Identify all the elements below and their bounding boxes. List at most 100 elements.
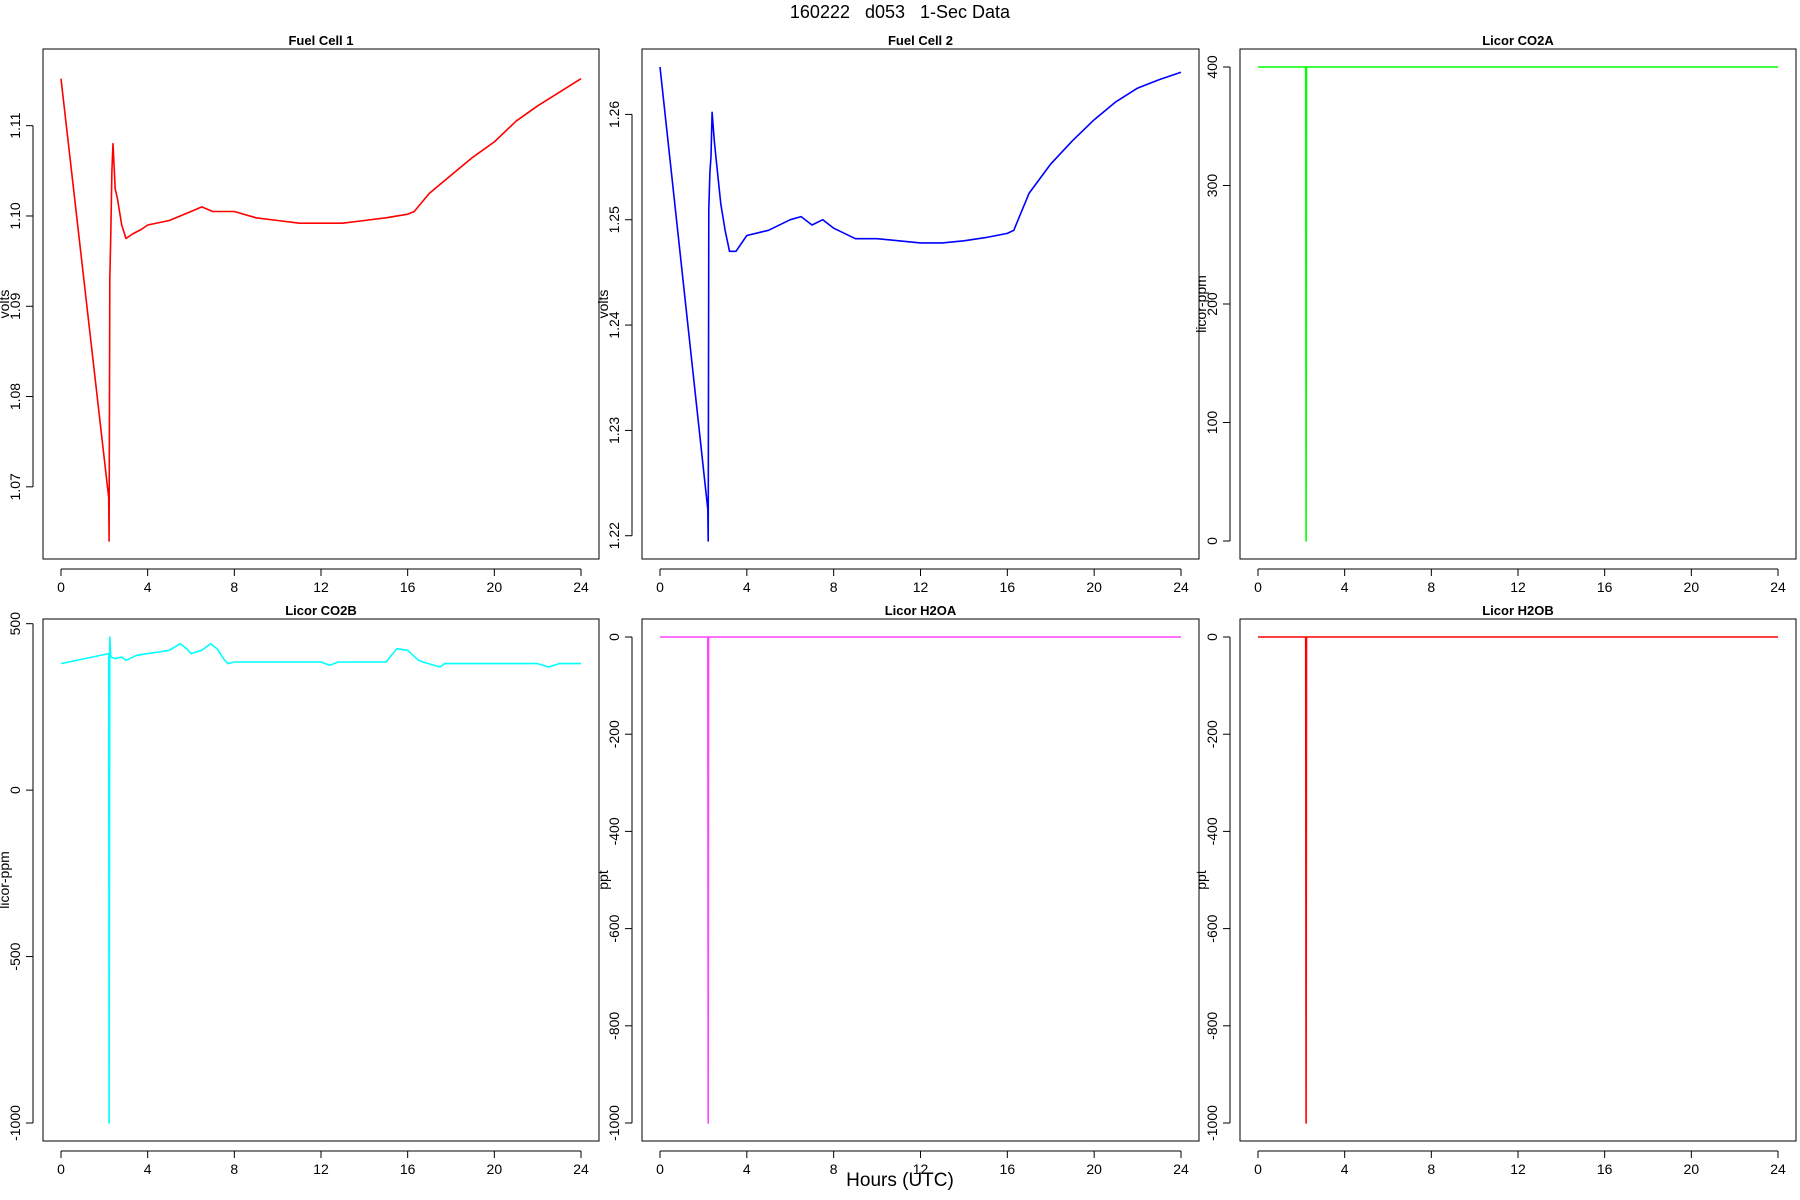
series-line: [1258, 66, 1778, 542]
series-line: [660, 636, 1181, 1124]
x-tick-label: 12: [1510, 1161, 1526, 1177]
x-tick-label: 8: [230, 1161, 238, 1177]
series-line: [659, 66, 1182, 542]
x-tick-label: 20: [487, 579, 503, 595]
y-tick-label: 1.22: [606, 522, 622, 549]
x-tick-label: 12: [913, 1161, 929, 1177]
x-tick-label: 12: [913, 579, 929, 595]
y-tick-label: -200: [1204, 720, 1220, 748]
y-axis-label: volts: [595, 290, 611, 319]
chart-panel: Licor CO2B 0 4 8 12 16 20 24 -1000 -500 0 500 licor-…: [0, 603, 600, 1177]
x-tick-label: 16: [1597, 579, 1613, 595]
y-tick-label: -200: [606, 720, 622, 748]
x-axis-caption: Hours (UTC): [846, 1170, 954, 1191]
x-tick-label: 16: [400, 1161, 416, 1177]
y-tick-label: 0: [606, 633, 622, 641]
y-tick-label: 0: [7, 786, 23, 794]
y-tick-label: 0: [1204, 633, 1220, 641]
x-tick-label: 0: [57, 1161, 65, 1177]
x-tick-label: 24: [1173, 579, 1189, 595]
x-tick-label: 8: [1427, 1161, 1435, 1177]
series-line: [1258, 636, 1778, 1124]
y-tick-label: 1.11: [7, 112, 23, 138]
x-tick-label: 4: [144, 579, 152, 595]
y-tick-label: -600: [606, 914, 622, 942]
y-tick-label: 1.08: [7, 383, 23, 410]
x-tick-label: 0: [1254, 579, 1262, 595]
x-tick-label: 4: [743, 1161, 751, 1177]
x-tick-label: 20: [1086, 579, 1102, 595]
x-tick-label: 8: [830, 579, 838, 595]
x-tick-label: 16: [1597, 1161, 1613, 1177]
x-tick-label: 8: [230, 579, 238, 595]
y-tick-label: 1.24: [606, 311, 622, 338]
y-axis-label: volts: [0, 290, 12, 319]
x-tick-label: 8: [830, 1161, 838, 1177]
y-tick-label: 400: [1204, 55, 1220, 79]
x-tick-label: 20: [1684, 579, 1700, 595]
y-tick-label: 1.07: [7, 473, 23, 500]
x-tick-label: 16: [1000, 579, 1016, 595]
plot-frame: [1239, 618, 1797, 1142]
y-tick-label: 500: [7, 612, 23, 636]
x-tick-label: 24: [573, 1161, 589, 1177]
y-tick-label: 300: [1204, 174, 1220, 198]
y-tick-label: -800: [606, 1012, 622, 1040]
x-tick-label: 16: [400, 579, 416, 595]
y-axis-label: licor-ppm: [0, 851, 12, 909]
y-tick-label: 1.25: [606, 206, 622, 233]
x-tick-label: 20: [1684, 1161, 1700, 1177]
y-tick-label: -500: [7, 942, 23, 970]
plot-frame: [641, 618, 1200, 1142]
x-tick-label: 12: [313, 1161, 329, 1177]
x-tick-label: 4: [144, 1161, 152, 1177]
page-title: 160222 d053 1-Sec Data: [789, 2, 1011, 22]
y-tick-label: -1000: [7, 1105, 23, 1141]
y-tick-label: 100: [1204, 411, 1220, 435]
x-tick-label: 0: [57, 579, 65, 595]
y-tick-label: 1.10: [7, 202, 23, 229]
plot-frame: [641, 48, 1200, 560]
x-tick-label: 12: [1510, 579, 1526, 595]
x-tick-label: 20: [487, 1161, 503, 1177]
x-tick-label: 0: [656, 1161, 664, 1177]
panel-title: Fuel Cell 2: [888, 33, 953, 48]
panel-title: Licor H2OA: [885, 603, 957, 618]
x-tick-label: 24: [1770, 579, 1786, 595]
chart-panel: Licor H2OA 0 4 8 12 16 20 24 -1000 -800 -600 -400 -2…: [595, 603, 1200, 1177]
y-tick-label: -800: [1204, 1012, 1220, 1040]
x-tick-label: 8: [1427, 579, 1435, 595]
panel-title: Licor CO2A: [1482, 33, 1554, 48]
chart-panel: Licor CO2A 0 4 8 12 16 20 24 0 100 200 300 400 licor-…: [1193, 33, 1797, 595]
series-line: [60, 78, 582, 542]
panel-title: Licor H2OB: [1482, 603, 1554, 618]
y-axis-label: licor-ppm: [1193, 275, 1209, 333]
plot-frame: [42, 618, 600, 1142]
x-tick-label: 4: [1341, 1161, 1349, 1177]
x-tick-label: 24: [1173, 1161, 1189, 1177]
y-tick-label: -400: [1204, 817, 1220, 845]
series-line: [60, 636, 581, 1124]
x-tick-label: 4: [743, 579, 751, 595]
chart-panel: Fuel Cell 1 0 4 8 12 16 20 24 1.07 1.08 1.09 1.10 1.…: [0, 33, 600, 595]
y-tick-label: 1.26: [606, 101, 622, 128]
y-tick-label: -400: [606, 817, 622, 845]
y-tick-label: 1.09: [7, 292, 23, 319]
x-tick-label: 12: [313, 579, 329, 595]
x-tick-label: 24: [1770, 1161, 1786, 1177]
y-tick-label: 0: [1204, 537, 1220, 545]
chart-panel: Fuel Cell 2 0 4 8 12 16 20 24 1.22 1.23 1.24 1.25 1.…: [595, 33, 1200, 595]
y-axis-label: ppt: [1193, 870, 1209, 890]
x-tick-label: 16: [1000, 1161, 1016, 1177]
y-tick-label: 200: [1204, 292, 1220, 316]
chart-panel: Licor H2OB 0 4 8 12 16 20 24 -1000 -800 -600 -400 -2…: [1193, 603, 1797, 1177]
x-tick-label: 24: [573, 579, 589, 595]
x-tick-label: 20: [1086, 1161, 1102, 1177]
panel-title: Licor CO2B: [285, 603, 357, 618]
plot-frame: [1239, 48, 1797, 560]
y-tick-label: 1.23: [606, 417, 622, 444]
panel-title: Fuel Cell 1: [288, 33, 353, 48]
y-axis-label: ppt: [595, 870, 611, 890]
x-tick-label: 4: [1341, 579, 1349, 595]
